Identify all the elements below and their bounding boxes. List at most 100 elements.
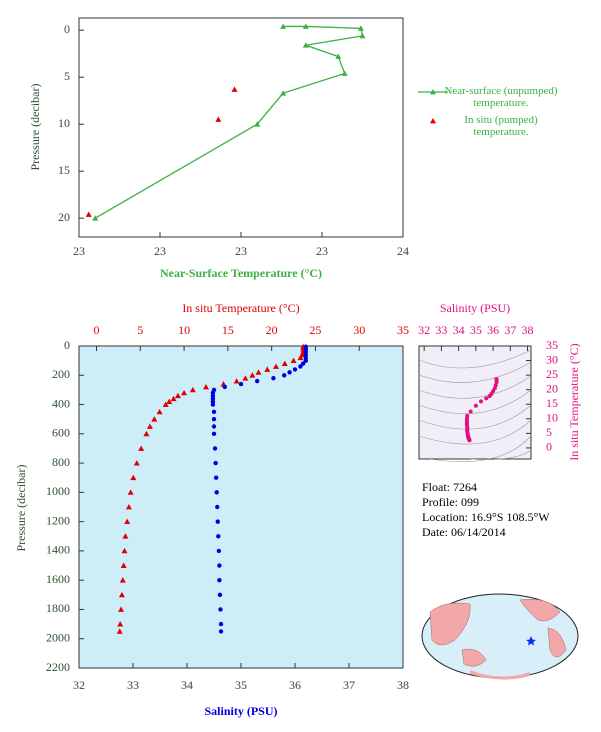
point <box>189 386 196 393</box>
x2-axis-label: In situ Temperature (°C) <box>182 301 299 315</box>
point <box>217 577 222 583</box>
point <box>166 398 173 405</box>
legend-marker <box>430 89 436 95</box>
y-tick-label: 10 <box>546 411 558 425</box>
point <box>238 381 244 387</box>
point <box>302 23 309 29</box>
y-axis-label: In situ Temperature (°C) <box>567 343 581 460</box>
point <box>465 413 470 418</box>
y-tick-label: 2000 <box>46 630 70 644</box>
point <box>492 386 497 391</box>
x-tick-label: 35 <box>235 678 247 692</box>
point <box>357 25 364 31</box>
x-tick-label: 24 <box>397 244 409 258</box>
point <box>213 475 219 480</box>
point <box>214 490 219 495</box>
y-tick-label: 0 <box>64 338 70 352</box>
point <box>181 389 188 396</box>
point <box>215 116 222 122</box>
point <box>298 364 303 369</box>
point <box>211 424 217 429</box>
point <box>300 361 306 366</box>
y-tick-label: 600 <box>52 426 70 440</box>
y-tick-label: 20 <box>58 210 70 224</box>
point <box>130 474 137 481</box>
float-info: Float: 7264 Profile: 099 Location: 16.9°S … <box>422 480 550 540</box>
x-tick-label: 38 <box>397 678 409 692</box>
x-tick-label: 23 <box>154 244 166 258</box>
point <box>359 32 366 39</box>
x-axis-label: Salinity (PSU) <box>204 704 277 718</box>
y-tick-label: 1200 <box>46 513 70 527</box>
y-tick-label: 2200 <box>46 660 70 674</box>
point <box>156 408 163 415</box>
plot-frame <box>418 345 532 460</box>
x-tick-label: 20 <box>266 323 278 337</box>
point <box>484 396 489 401</box>
point <box>119 577 126 583</box>
point <box>281 360 288 366</box>
x-tick-label: 38 <box>522 323 534 337</box>
point <box>303 358 308 363</box>
y-tick-label: 35 <box>546 338 558 352</box>
point <box>120 562 127 568</box>
point <box>217 563 222 568</box>
point <box>491 389 496 394</box>
plot-frame <box>78 17 404 238</box>
point <box>215 504 220 510</box>
point <box>473 403 478 408</box>
y-tick-label: 5 <box>546 425 552 439</box>
legend-label: Near-surface (unpumped) temperature. <box>444 85 558 109</box>
point <box>271 376 276 381</box>
point <box>233 378 240 384</box>
point <box>210 402 216 407</box>
point <box>146 423 153 429</box>
y-tick-label: 15 <box>546 396 558 410</box>
point <box>143 430 150 437</box>
series-line <box>94 25 364 219</box>
y-tick-label: 10 <box>58 116 70 130</box>
point <box>468 409 473 414</box>
x-tick-label: 34 <box>453 323 465 337</box>
x-tick-label: 30 <box>353 323 365 337</box>
point <box>92 215 99 221</box>
y-tick-label: 0 <box>64 22 70 36</box>
x-tick-label: 36 <box>289 678 301 692</box>
y-tick-label: 1400 <box>46 543 70 557</box>
point <box>118 606 125 612</box>
x-tick-label: 10 <box>178 323 190 337</box>
x-tick-label: 32 <box>418 323 430 337</box>
info-line: Float: 7264 <box>422 480 478 494</box>
legend-label: In situ (pumped) temperature. <box>464 114 538 138</box>
point <box>249 372 256 378</box>
point <box>217 592 223 598</box>
point <box>122 533 129 539</box>
point <box>127 489 134 495</box>
x-tick-label: 5 <box>137 323 143 337</box>
point <box>170 395 177 402</box>
point <box>255 378 260 384</box>
x-tick-label: 37 <box>343 678 355 692</box>
info-line: Location: 16.9°S 108.5°W <box>422 510 550 524</box>
point <box>290 357 297 364</box>
point <box>297 354 304 361</box>
info-line: Date: 06/14/2014 <box>422 525 506 539</box>
y-tick-label: 1800 <box>46 601 70 615</box>
point <box>218 629 224 634</box>
point <box>287 370 292 375</box>
point <box>216 534 221 539</box>
x-tick-label: 33 <box>435 323 447 337</box>
y-tick-label: 200 <box>52 367 70 381</box>
y-tick-label: 20 <box>546 381 558 395</box>
y-tick-label: 800 <box>52 455 70 469</box>
point <box>121 547 128 554</box>
point <box>341 70 348 76</box>
point <box>211 431 217 437</box>
density-contours <box>418 349 532 462</box>
point <box>124 518 131 525</box>
legend-marker <box>430 118 436 124</box>
y-tick-label: 30 <box>546 352 558 366</box>
point <box>231 86 238 92</box>
x-tick-label: 35 <box>470 323 482 337</box>
info-line: Profile: 099 <box>422 495 479 509</box>
